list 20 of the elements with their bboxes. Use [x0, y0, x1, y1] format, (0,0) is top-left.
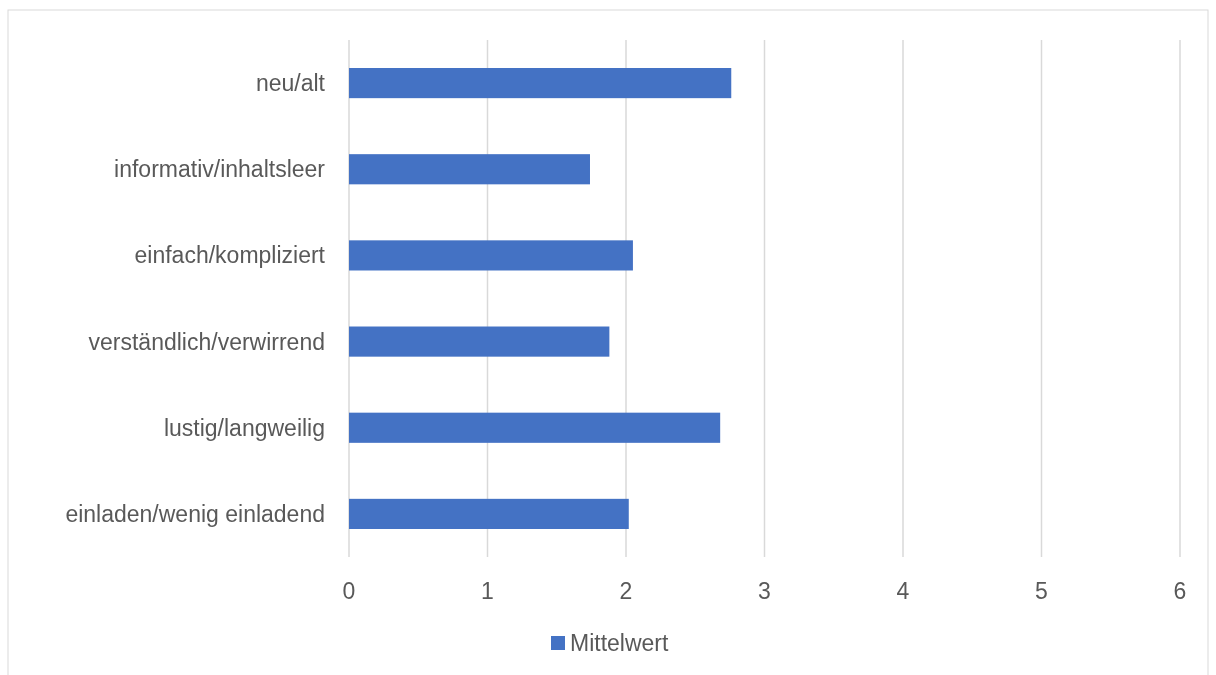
y-tick-label: einladen/wenig einladend: [65, 500, 325, 527]
y-tick-label: einfach/kompliziert: [134, 242, 326, 269]
x-tick-label: 5: [1035, 578, 1048, 604]
x-tick-label: 3: [758, 578, 771, 604]
y-tick-label: neu/alt: [255, 70, 326, 97]
y-tick-label: lustig/langweilig: [163, 414, 325, 441]
x-tick-label: 2: [619, 578, 633, 604]
x-tick-label: 0: [342, 578, 356, 604]
bar: [349, 240, 633, 271]
bar: [349, 326, 610, 357]
y-tick-label: informativ/inhaltsleer: [114, 156, 326, 183]
bar: [349, 498, 629, 529]
bar: [349, 412, 721, 443]
bar: [349, 68, 732, 99]
y-tick-label: verständlich/verwirrend: [88, 328, 325, 355]
bar: [349, 154, 590, 185]
x-tick-label: 6: [1173, 578, 1187, 604]
legend-label: Mittelwert: [570, 630, 670, 657]
x-tick-label: 4: [896, 578, 910, 604]
x-tick-label: 1: [481, 578, 494, 604]
